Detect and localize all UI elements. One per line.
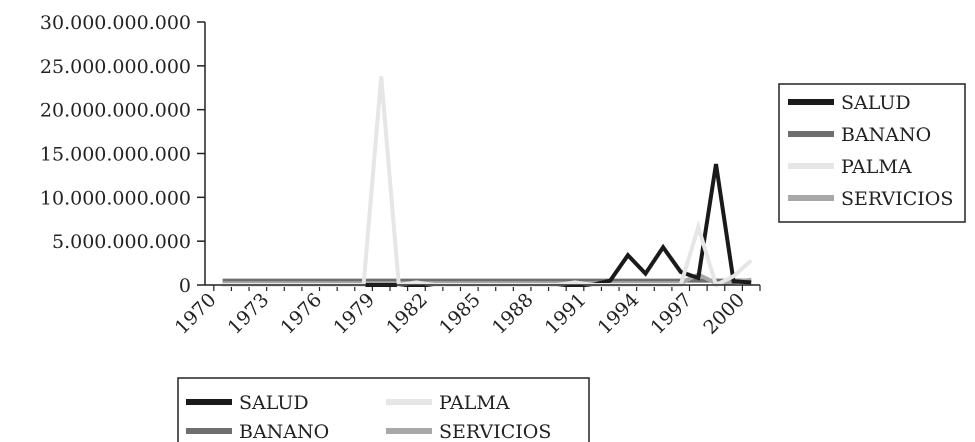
y-tick-label: 15.000.000.000 bbox=[40, 144, 191, 166]
legend-bottom-box bbox=[177, 377, 590, 442]
x-tick-label: 1988 bbox=[488, 289, 538, 339]
series-line-palma bbox=[222, 76, 753, 288]
x-tick-label: 1979 bbox=[329, 289, 379, 339]
x-tick-label: 1976 bbox=[276, 289, 326, 339]
y-tick-label: 25.000.000.000 bbox=[40, 56, 191, 78]
series-lines bbox=[222, 76, 753, 288]
y-tick-label: 30.000.000.000 bbox=[40, 12, 191, 34]
legend-right: SALUD BANANO PALMA SERVICIOS bbox=[778, 83, 966, 223]
legend-bottom: SALUD BANANO PALMA SERVICIOS bbox=[177, 377, 590, 442]
y-tick-label: 10.000.000.000 bbox=[40, 187, 191, 209]
legend-bottom-label-salud: SALUD bbox=[239, 392, 309, 414]
x-axis-ticks: 1970 1973 1976 1979 1982 1985 1988 1991 1994 1997… bbox=[171, 285, 761, 339]
legend-label-banano: BANANO bbox=[841, 124, 931, 146]
legend-label-servicios: SERVICIOS bbox=[841, 188, 953, 210]
y-tick-label: 20.000.000.000 bbox=[40, 100, 191, 122]
x-tick-label: 1991 bbox=[541, 289, 591, 339]
legend-bottom-label-palma: PALMA bbox=[439, 392, 510, 414]
y-axis-ticks: 0 5.000.000.000 10.000.000.000 15.000.000.0… bbox=[40, 12, 205, 297]
x-tick-label: 2000 bbox=[699, 289, 749, 339]
x-tick-label: 1985 bbox=[435, 289, 485, 339]
series-line-salud bbox=[222, 163, 752, 287]
x-tick-label: 1994 bbox=[594, 289, 644, 339]
y-tick-label: 5.000.000.000 bbox=[52, 231, 191, 253]
legend-label-palma: PALMA bbox=[841, 156, 912, 178]
legend-label-salud: SALUD bbox=[841, 92, 911, 114]
x-tick-label: 1973 bbox=[224, 289, 274, 339]
legend-bottom-label-banano: BANANO bbox=[239, 421, 329, 442]
x-tick-label: 1982 bbox=[382, 289, 432, 339]
y-tick-label: 0 bbox=[179, 275, 191, 297]
x-tick-label: 1997 bbox=[646, 289, 696, 339]
legend-bottom-label-servicios: SERVICIOS bbox=[439, 421, 551, 442]
